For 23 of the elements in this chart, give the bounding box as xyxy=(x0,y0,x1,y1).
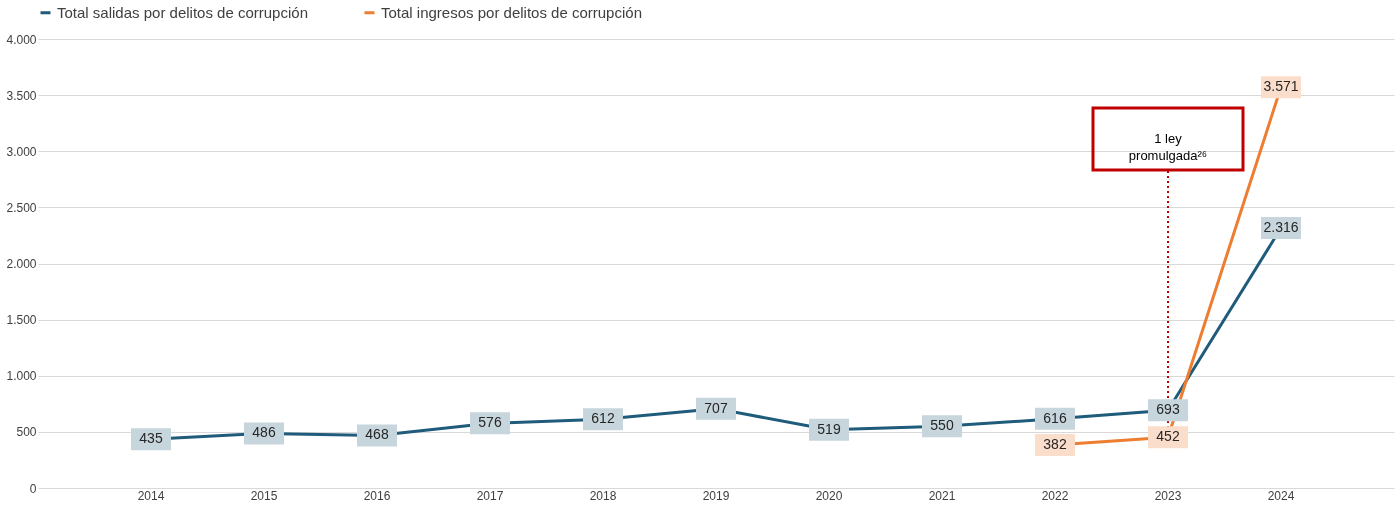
x-tick-label: 2015 xyxy=(250,488,278,503)
x-tick-label: 2018 xyxy=(589,488,617,503)
x-tick-label: 2022 xyxy=(1041,488,1069,503)
x-tick-label: 2014 xyxy=(137,488,165,503)
legend-label: Total ingresos por delitos de corrupción xyxy=(381,3,642,21)
x-tick-label: 2019 xyxy=(702,488,730,503)
y-tick-label: 4.000 xyxy=(6,32,37,47)
y-tick-label: 2.000 xyxy=(6,257,37,271)
y-tick-label: 500 xyxy=(16,425,37,440)
x-tick-label: 2024 xyxy=(1267,488,1295,503)
y-tick-label: 3.000 xyxy=(6,144,37,159)
x-tick-label: 2023 xyxy=(1154,488,1182,503)
x-tick-label: 2020 xyxy=(815,488,843,503)
y-tick-label: 2.500 xyxy=(6,200,37,215)
x-tick-label: 2016 xyxy=(363,488,391,503)
y-tick-label: 3.500 xyxy=(6,88,37,103)
y-tick-label: 1.000 xyxy=(6,369,37,384)
y-tick-label: 0 xyxy=(29,481,37,496)
x-tick-label: 2021 xyxy=(928,488,956,503)
y-tick-label: 1.500 xyxy=(6,313,37,328)
legend-label: Total salidas por delitos de corrupción xyxy=(57,3,308,21)
ref-line-label: 1 ley promulgada²⁶ xyxy=(1128,131,1208,163)
x-tick-label: 2017 xyxy=(476,488,504,503)
